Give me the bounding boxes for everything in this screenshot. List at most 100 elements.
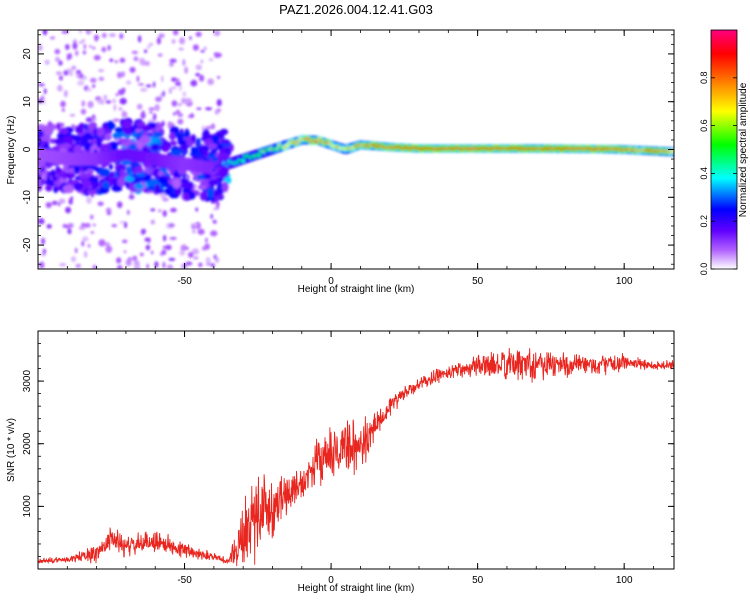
spectrogram-cell bbox=[121, 71, 126, 78]
spectrogram-cell bbox=[64, 43, 70, 50]
spectrogram-cell bbox=[119, 33, 124, 40]
spectrogram-cell bbox=[198, 144, 207, 156]
spectrogram-cell bbox=[139, 252, 144, 257]
spectrogram-cell bbox=[162, 210, 167, 217]
spectrogram-cell bbox=[61, 30, 69, 34]
spectrogram-cell bbox=[144, 49, 148, 54]
spectrogram-cell bbox=[65, 206, 72, 214]
spectrogram-cell bbox=[81, 100, 86, 107]
spectrogram-cell bbox=[145, 84, 152, 88]
spectrogram-xtick-label: 100 bbox=[616, 276, 633, 287]
spectrogram-heatmap bbox=[38, 30, 674, 269]
spectrogram-cell bbox=[92, 128, 98, 135]
spectrogram-cell bbox=[207, 78, 215, 86]
colorbar-tick-label: 0.2 bbox=[699, 215, 709, 228]
spectrogram-cell bbox=[154, 104, 160, 112]
spectrogram-cell bbox=[66, 53, 70, 61]
spectrogram-cell bbox=[171, 100, 178, 107]
spectrogram-cell bbox=[124, 175, 135, 183]
spectrogram-cell bbox=[158, 209, 162, 213]
spectrogram-cell bbox=[219, 128, 229, 136]
spectrogram-cell bbox=[162, 197, 169, 202]
spectrogram-cell bbox=[108, 33, 116, 37]
spectrogram-cell bbox=[41, 237, 46, 245]
colorbar-label: Normalized spectral amplitude bbox=[738, 82, 749, 217]
spectrogram-cell bbox=[150, 208, 156, 212]
spectrogram-cell bbox=[67, 222, 74, 229]
spectrogram-cell bbox=[140, 111, 146, 119]
spectrogram-cell bbox=[78, 40, 84, 44]
spectrogram-cell bbox=[109, 171, 116, 179]
spectrogram-cell bbox=[160, 75, 164, 83]
spectrogram-cell bbox=[87, 100, 94, 109]
spectrogram-cell bbox=[56, 122, 61, 131]
spectrogram-cell bbox=[215, 256, 220, 263]
spectrogram-cell bbox=[98, 168, 111, 177]
spectrogram-cell bbox=[60, 100, 66, 108]
spectrogram-cell bbox=[198, 74, 205, 82]
spectrogram-cell bbox=[63, 89, 68, 98]
spectrogram-cell bbox=[78, 122, 85, 129]
spectrogram-cell bbox=[156, 37, 162, 45]
spectrogram-cell bbox=[189, 36, 192, 40]
spectrogram-cell bbox=[178, 85, 182, 92]
spectrogram-cell bbox=[170, 207, 177, 213]
spectrogram-cell bbox=[55, 56, 60, 63]
spectrogram-cell bbox=[216, 203, 219, 210]
spectrogram-cell bbox=[177, 103, 182, 107]
snr-xtick-label: -50 bbox=[177, 575, 192, 586]
spectrogram-cell bbox=[149, 111, 153, 114]
spectrogram-cell bbox=[168, 223, 175, 227]
spectrogram-cell bbox=[93, 54, 101, 61]
spectrogram-cell bbox=[212, 190, 222, 197]
spectrogram-cell bbox=[190, 146, 195, 154]
spectrogram-cell bbox=[147, 45, 151, 49]
spectrogram-cell bbox=[185, 98, 192, 105]
spectrogram-cell bbox=[182, 192, 190, 201]
spectrogram-cell bbox=[192, 223, 199, 227]
spectrogram-cell bbox=[179, 37, 186, 45]
spectrogram-cell bbox=[161, 144, 170, 153]
spectrogram-cell bbox=[182, 182, 195, 189]
spectrogram-cell bbox=[62, 184, 75, 194]
spectrogram-cell bbox=[90, 231, 95, 234]
spectrogram-cell bbox=[172, 30, 179, 36]
spectrogram-cell bbox=[162, 261, 166, 269]
spectrogram-cell bbox=[174, 78, 180, 82]
spectrogram-cell bbox=[220, 139, 230, 145]
spectrogram-cell bbox=[118, 138, 128, 143]
spectrogram-cell bbox=[123, 250, 127, 254]
spectrogram-cell bbox=[162, 90, 165, 97]
spectrogram-cell bbox=[196, 107, 202, 111]
spectrogram-cell bbox=[121, 239, 128, 244]
spectrogram-cell bbox=[136, 103, 143, 110]
spectrogram-cell bbox=[57, 84, 63, 92]
spectrogram-cell bbox=[43, 88, 47, 95]
spectrogram-cell bbox=[193, 256, 199, 260]
spectrogram-cell bbox=[205, 237, 208, 243]
spectrogram-cell bbox=[60, 143, 71, 149]
snr-axes: -50 0 50 100 1000 2000 3000 bbox=[22, 331, 674, 586]
spectrogram-cell bbox=[117, 176, 126, 187]
spectrogram-cell bbox=[158, 33, 165, 39]
snr-frame bbox=[37, 330, 675, 570]
spectrogram-cell bbox=[128, 194, 135, 200]
spectrogram-cell bbox=[38, 218, 45, 225]
spectrogram-cell bbox=[40, 136, 50, 142]
spectrogram-cell bbox=[72, 42, 78, 50]
snr-xtick-label: 50 bbox=[472, 575, 484, 586]
spectrogram-cell bbox=[111, 179, 119, 186]
spectrogram-cell bbox=[217, 75, 221, 79]
colorbar-tick-label: 0.6 bbox=[699, 119, 709, 132]
spectrogram-cell bbox=[97, 98, 102, 104]
spectrogram-cell bbox=[86, 197, 92, 204]
spectrogram-cell bbox=[51, 200, 58, 206]
spectrogram-cell bbox=[73, 144, 83, 154]
spectrogram-cell bbox=[98, 76, 105, 81]
spectrogram-ytick-label: -10 bbox=[22, 190, 33, 205]
spectrogram-cell bbox=[206, 187, 214, 199]
spectrogram-cell bbox=[205, 257, 211, 265]
spectrogram-cell bbox=[72, 134, 82, 142]
spectrogram-cell bbox=[135, 172, 146, 177]
